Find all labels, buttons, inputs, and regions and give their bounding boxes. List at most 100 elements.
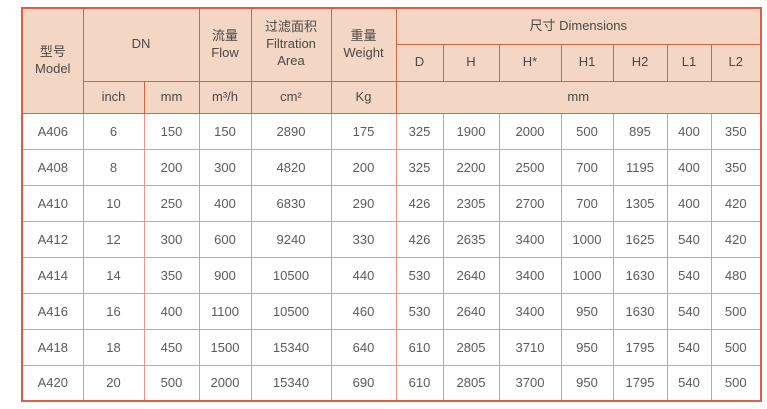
cell-h-star: 3400 — [498, 256, 562, 294]
cell-d: 610 — [395, 364, 444, 402]
cell-weight: 440 — [330, 256, 397, 294]
cell-h-star: 2500 — [498, 148, 562, 186]
cell-h1: 950 — [560, 292, 614, 330]
cell-h: 2805 — [442, 364, 500, 402]
cell-dn-mm: 200 — [143, 148, 200, 186]
cell-h1: 1000 — [560, 256, 614, 294]
cell-filtration-area: 10500 — [250, 256, 332, 294]
cell-filtration-area: 15340 — [250, 328, 332, 366]
cell-dn-inch: 16 — [82, 292, 145, 330]
cell-filtration-area: 15340 — [250, 364, 332, 402]
cell-l1: 400 — [666, 184, 712, 222]
table-row: A416 16 400 1100 10500 460 530 2640 3400 950 1630 5… — [21, 292, 762, 330]
cell-d: 610 — [395, 328, 444, 366]
cell-h: 2805 — [442, 328, 500, 366]
cell-dn-inch: 12 — [82, 220, 145, 258]
cell-h2: 1305 — [612, 184, 668, 222]
cell-h2: 1195 — [612, 148, 668, 186]
cell-h2: 1625 — [612, 220, 668, 258]
unit-flow: m³/h — [198, 80, 252, 114]
cell-filtration-area: 4820 — [250, 148, 332, 186]
table-row: A406 6 150 150 2890 175 325 1900 2000 500 895 400 35… — [21, 112, 762, 150]
cell-h: 2635 — [442, 220, 500, 258]
cell-d: 426 — [395, 220, 444, 258]
cell-l1: 540 — [666, 256, 712, 294]
cell-l2: 500 — [710, 328, 762, 366]
cell-h1: 700 — [560, 184, 614, 222]
cell-dn-mm: 300 — [143, 220, 200, 258]
cell-weight: 175 — [330, 112, 397, 150]
table-row: A414 14 350 900 10500 440 530 2640 3400 1000 1630 5… — [21, 256, 762, 294]
cell-flow: 400 — [198, 184, 252, 222]
cell-dn-mm: 250 — [143, 184, 200, 222]
header-filtration-area: 过滤面积 Filtration Area — [250, 7, 332, 82]
header-dim-h2: H2 — [612, 43, 668, 82]
cell-dn-inch: 10 — [82, 184, 145, 222]
cell-h-star: 2000 — [498, 112, 562, 150]
cell-l2: 500 — [710, 292, 762, 330]
cell-h: 2640 — [442, 256, 500, 294]
header-row-units: inch mm m³/h cm² Kg mm — [22, 80, 762, 114]
cell-dn-inch: 8 — [82, 148, 145, 186]
table-row: A410 10 250 400 6830 290 426 2305 2700 700 1305 400… — [21, 184, 762, 222]
header-flow: 流量 Flow — [198, 7, 252, 82]
table-header: 型号 Model DN 流量 Flow 过滤面积 Filtration Area… — [21, 7, 762, 114]
cell-dn-mm: 500 — [143, 364, 200, 402]
cell-model: A406 — [21, 112, 84, 150]
cell-d: 530 — [395, 292, 444, 330]
unit-mm: mm — [143, 80, 200, 114]
cell-h: 1900 — [442, 112, 500, 150]
cell-model: A408 — [21, 148, 84, 186]
header-dn: DN — [82, 7, 200, 82]
header-dimensions: 尺寸 Dimensions — [395, 7, 762, 45]
cell-h1: 700 — [560, 148, 614, 186]
cell-model: A416 — [21, 292, 84, 330]
cell-l2: 500 — [710, 364, 762, 402]
cell-flow: 1500 — [198, 328, 252, 366]
cell-model: A412 — [21, 220, 84, 258]
cell-h2: 1795 — [612, 328, 668, 366]
cell-h2: 895 — [612, 112, 668, 150]
cell-h1: 950 — [560, 328, 614, 366]
cell-h1: 500 — [560, 112, 614, 150]
cell-h1: 1000 — [560, 220, 614, 258]
cell-model: A418 — [21, 328, 84, 366]
cell-dn-mm: 400 — [143, 292, 200, 330]
unit-dimensions: mm — [395, 80, 762, 114]
cell-l1: 400 — [666, 148, 712, 186]
cell-h1: 950 — [560, 364, 614, 402]
cell-filtration-area: 2890 — [250, 112, 332, 150]
table-row: A412 12 300 600 9240 330 426 2635 3400 1000 1625 54… — [21, 220, 762, 258]
cell-l1: 540 — [666, 328, 712, 366]
cell-model: A414 — [21, 256, 84, 294]
cell-h-star: 3700 — [498, 364, 562, 402]
cell-h-star: 3400 — [498, 220, 562, 258]
table-row: A418 18 450 1500 15340 640 610 2805 3710 950 1795 5… — [21, 328, 762, 366]
cell-model: A410 — [21, 184, 84, 222]
cell-dn-inch: 14 — [82, 256, 145, 294]
cell-h-star: 3710 — [498, 328, 562, 366]
header-dim-h-star: H* — [498, 43, 562, 82]
cell-l2: 350 — [710, 148, 762, 186]
cell-l2: 350 — [710, 112, 762, 150]
cell-dn-inch: 20 — [82, 364, 145, 402]
cell-d: 426 — [395, 184, 444, 222]
cell-weight: 330 — [330, 220, 397, 258]
cell-flow: 600 — [198, 220, 252, 258]
header-dim-d: D — [395, 43, 444, 82]
cell-l1: 540 — [666, 292, 712, 330]
cell-model: A420 — [21, 364, 84, 402]
cell-dn-mm: 150 — [143, 112, 200, 150]
cell-dn-inch: 6 — [82, 112, 145, 150]
header-dim-l2: L2 — [710, 43, 762, 82]
cell-weight: 690 — [330, 364, 397, 402]
cell-flow: 900 — [198, 256, 252, 294]
cell-h: 2640 — [442, 292, 500, 330]
cell-d: 530 — [395, 256, 444, 294]
unit-area: cm² — [250, 80, 332, 114]
cell-h2: 1795 — [612, 364, 668, 402]
cell-filtration-area: 10500 — [250, 292, 332, 330]
cell-flow: 150 — [198, 112, 252, 150]
cell-h: 2200 — [442, 148, 500, 186]
